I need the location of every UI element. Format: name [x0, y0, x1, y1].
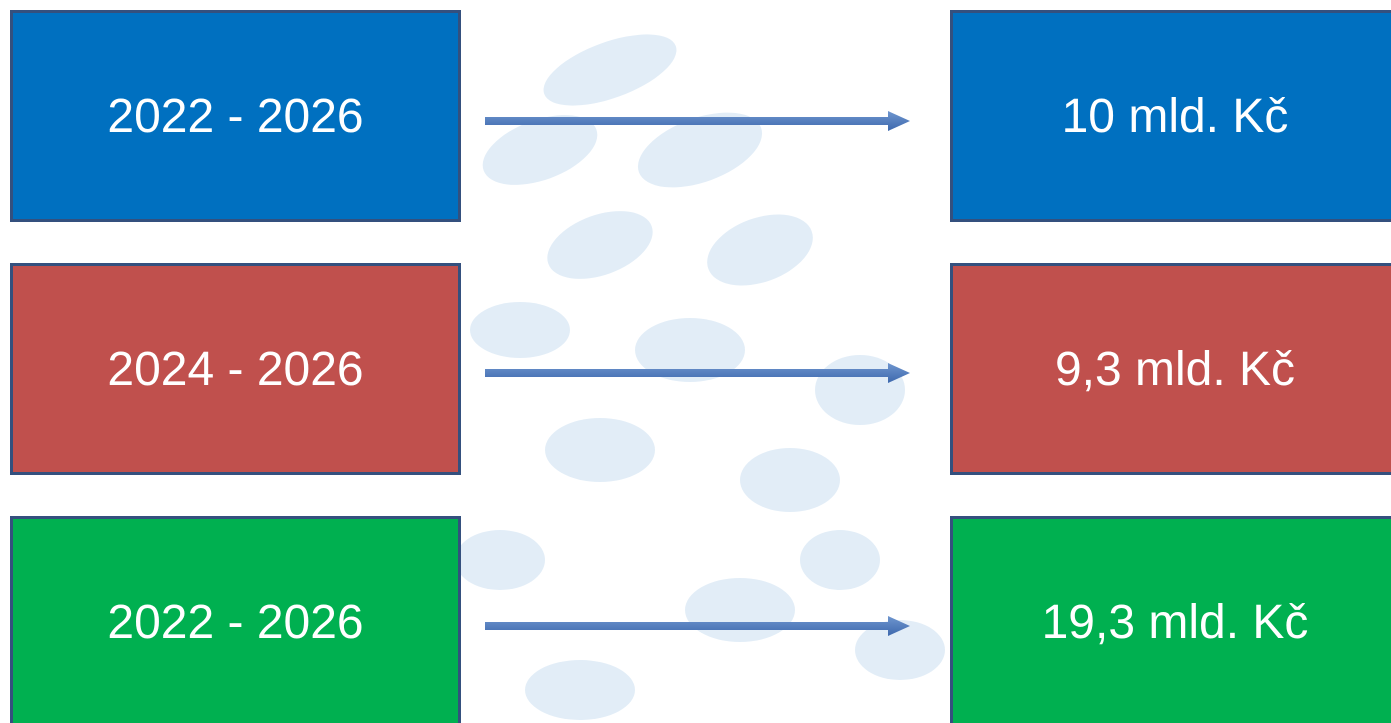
amount-label: 19,3 mld. Kč — [1041, 595, 1309, 649]
arrow — [485, 363, 910, 383]
period-label: 2024 - 2026 — [107, 342, 364, 396]
period-box: 2022 - 2026 — [10, 10, 461, 222]
period-label: 2022 - 2026 — [107, 89, 364, 143]
amount-box: 10 mld. Kč — [950, 10, 1391, 222]
arrow — [485, 616, 910, 636]
amount-box: 9,3 mld. Kč — [950, 263, 1391, 475]
amount-box: 19,3 mld. Kč — [950, 516, 1391, 723]
period-box: 2024 - 2026 — [10, 263, 461, 475]
period-label: 2022 - 2026 — [107, 595, 364, 649]
amount-label: 10 mld. Kč — [1061, 89, 1289, 143]
arrow — [485, 111, 910, 131]
period-box: 2022 - 2026 — [10, 516, 461, 723]
amount-label: 9,3 mld. Kč — [1054, 342, 1296, 396]
